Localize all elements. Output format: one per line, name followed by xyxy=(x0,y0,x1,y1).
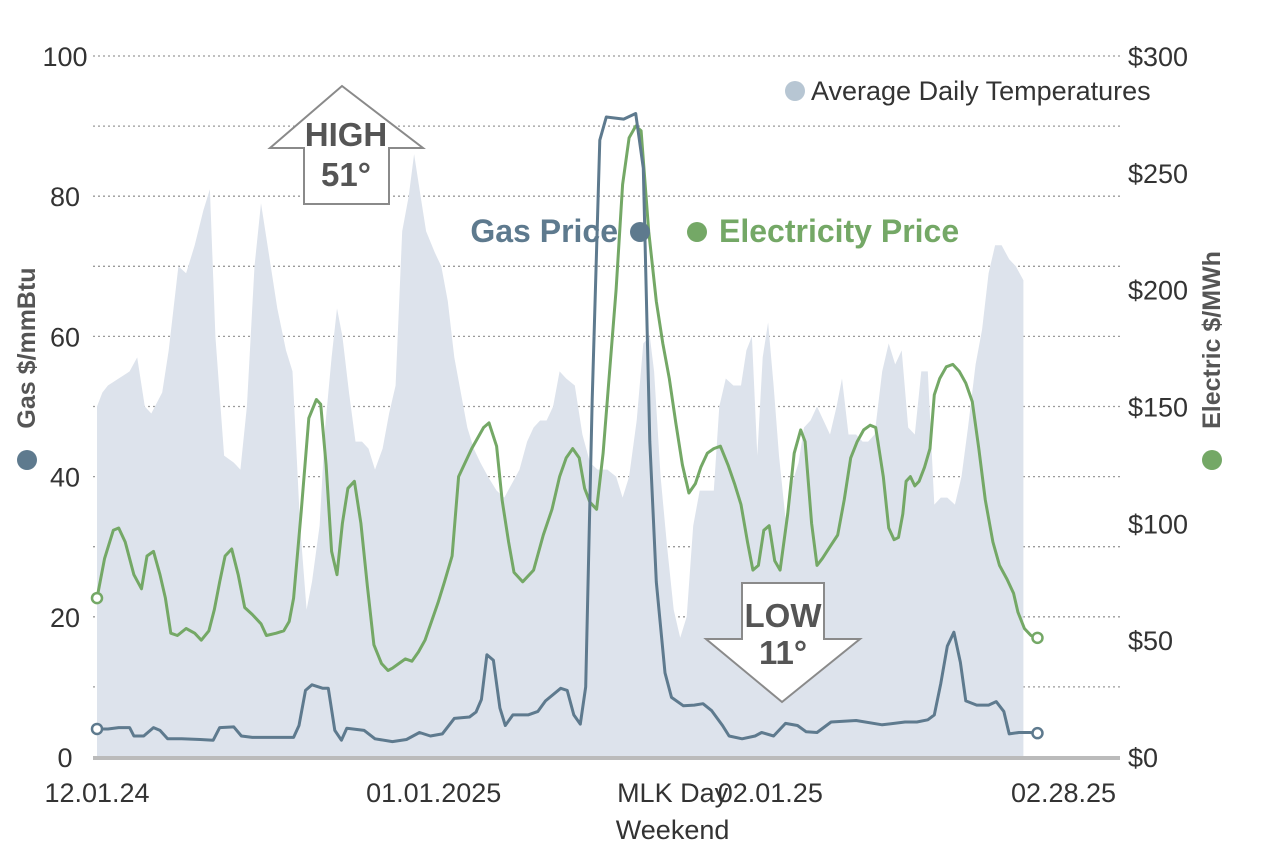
temperature-legend-dot xyxy=(785,81,805,101)
x-tick-label: MLK Day xyxy=(617,778,729,808)
electric-legend: Electricity Price xyxy=(687,213,959,249)
right-tick-label: $50 xyxy=(1128,626,1173,656)
left-tick-label: 80 xyxy=(50,182,80,212)
electric-start-marker xyxy=(90,591,104,605)
gas-axis-dot xyxy=(17,450,37,470)
right-axis-title-group: Electric $/MWh xyxy=(1198,251,1226,429)
right-axis-title: Electric $/MWh xyxy=(1198,251,1226,429)
high-callout: HIGH 51° xyxy=(267,84,426,205)
gas-legend-dot xyxy=(630,222,650,242)
x-tick-label: Weekend xyxy=(616,815,730,845)
gas-start-marker xyxy=(90,722,104,736)
x-tick-label: 02.28.25 xyxy=(1011,778,1116,808)
electric-axis-dot xyxy=(1202,450,1222,470)
left-tick-label: 100 xyxy=(42,42,87,72)
temperature-legend: Average Daily Temperatures xyxy=(785,76,1151,106)
right-tick-label: $300 xyxy=(1128,42,1188,72)
right-tick-label: $250 xyxy=(1128,159,1188,189)
left-axis-ticks: 0 20 40 60 80 100 xyxy=(42,42,87,773)
electric-legend-label: Electricity Price xyxy=(719,213,959,249)
high-arrow-shape xyxy=(267,84,426,205)
left-tick-label: 40 xyxy=(50,463,80,493)
left-tick-label: 60 xyxy=(50,322,80,352)
gas-legend: Gas Price xyxy=(470,213,650,249)
gas-price-line xyxy=(95,112,1039,744)
electric-legend-dot xyxy=(687,222,707,242)
right-axis-ticks: $0 $50 $100 $150 $200 $250 $300 xyxy=(1128,42,1188,773)
x-tick-label: 01.01.2025 xyxy=(366,778,501,808)
temperature-legend-label: Average Daily Temperatures xyxy=(811,76,1151,106)
right-tick-label: $100 xyxy=(1128,509,1188,539)
gas-legend-label: Gas Price xyxy=(470,213,618,249)
high-label: HIGH xyxy=(305,116,388,153)
low-label: LOW xyxy=(745,597,823,634)
low-value: 11° xyxy=(759,634,807,671)
x-axis-ticks: 12.01.24 01.01.2025 MLK Day Weekend 02.01.25… xyxy=(44,778,1116,845)
right-tick-label: $200 xyxy=(1128,276,1188,306)
high-value: 51° xyxy=(321,156,371,193)
right-tick-label: $0 xyxy=(1128,743,1158,773)
left-axis-title-group: Gas $/mmBtu xyxy=(13,267,41,428)
low-callout: LOW 11° xyxy=(703,582,863,704)
left-axis-title: Gas $/mmBtu xyxy=(13,267,41,428)
electricity-price-line xyxy=(95,124,1039,672)
left-tick-label: 20 xyxy=(50,603,80,633)
low-arrow-shape xyxy=(703,582,863,704)
right-tick-label: $150 xyxy=(1128,393,1188,423)
left-tick-label: 0 xyxy=(57,743,72,773)
gas-end-marker xyxy=(1031,726,1044,740)
x-tick-label: 02.01.25 xyxy=(718,778,823,808)
electric-end-marker xyxy=(1031,631,1044,645)
x-tick-label: 12.01.24 xyxy=(44,778,149,808)
series-end-markers xyxy=(90,591,1044,740)
